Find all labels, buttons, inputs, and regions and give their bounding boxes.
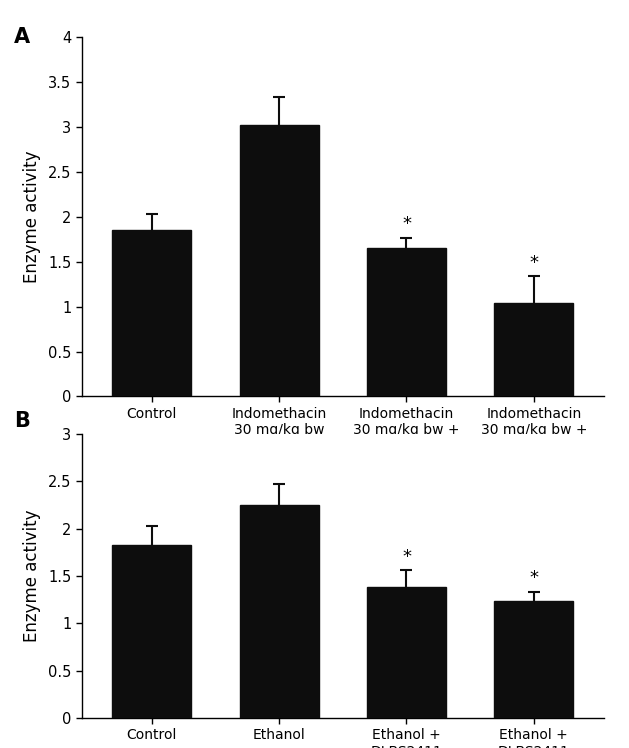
Bar: [494, 303, 573, 396]
Y-axis label: Enzyme activity: Enzyme activity: [23, 150, 41, 283]
Text: B: B: [14, 411, 30, 431]
Text: *: *: [530, 569, 538, 587]
Bar: [240, 505, 319, 718]
Bar: [494, 601, 573, 718]
Text: A: A: [14, 27, 30, 46]
Text: *: *: [402, 548, 411, 565]
Y-axis label: Enzyme activity: Enzyme activity: [23, 509, 41, 643]
Bar: [240, 126, 319, 396]
Text: *: *: [402, 215, 411, 233]
Text: *: *: [530, 254, 538, 272]
Bar: [367, 587, 446, 718]
Bar: [113, 545, 191, 718]
Bar: [367, 248, 446, 396]
Bar: [113, 230, 191, 396]
